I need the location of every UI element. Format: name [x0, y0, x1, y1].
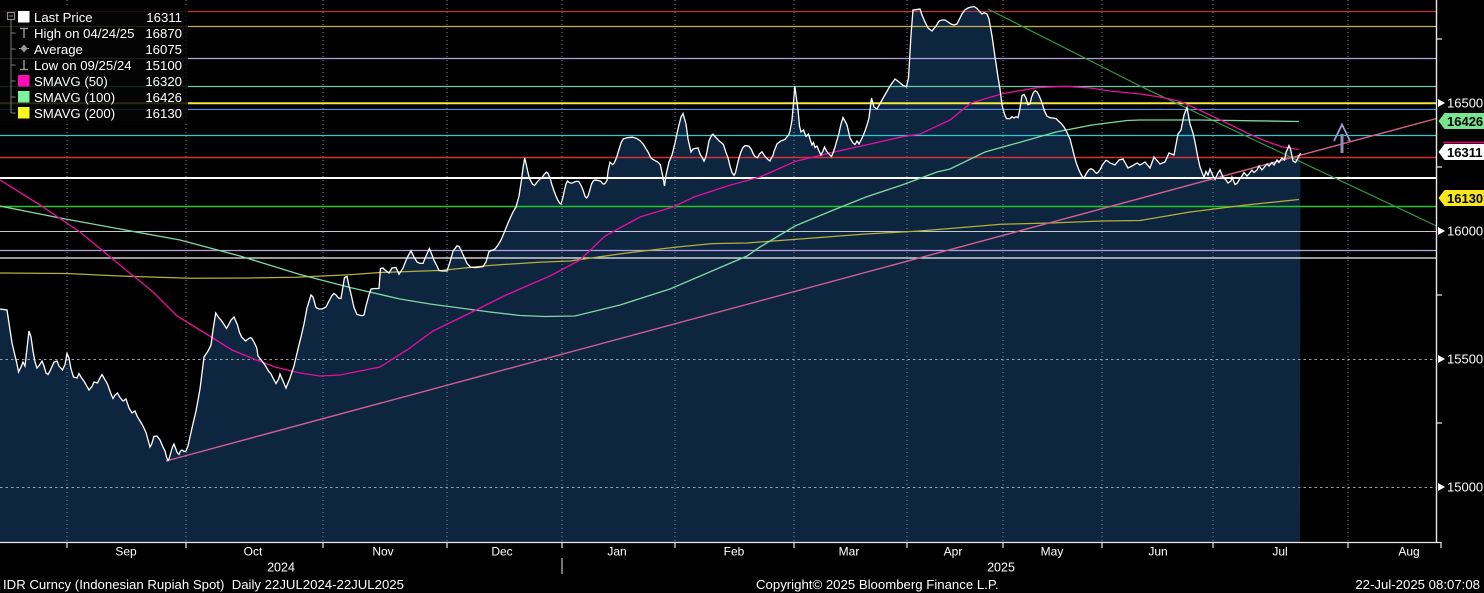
svg-text:Sep: Sep [115, 545, 137, 559]
svg-text:16130: 16130 [1447, 191, 1483, 206]
svg-text:16426: 16426 [145, 90, 182, 105]
svg-text:High on 04/24/25: High on 04/24/25 [34, 26, 134, 41]
svg-text:16130: 16130 [145, 106, 182, 121]
svg-text:16000: 16000 [1447, 224, 1483, 239]
svg-text:16320: 16320 [145, 74, 182, 89]
svg-text:Jul: Jul [1272, 545, 1287, 559]
svg-text:Copyright© 2025 Bloomberg Fina: Copyright© 2025 Bloomberg Finance L.P. [756, 577, 999, 592]
svg-text:16311: 16311 [1447, 145, 1482, 160]
svg-text:15000: 15000 [1447, 480, 1483, 495]
svg-text:Low on 09/25/24: Low on 09/25/24 [34, 58, 132, 73]
svg-text:IDR Curncy (Indonesian Rupiah: IDR Curncy (Indonesian Rupiah Spot) Dail… [3, 577, 404, 592]
svg-text:Jun: Jun [1148, 545, 1167, 559]
svg-text:2025: 2025 [987, 561, 1015, 575]
svg-text:May: May [1041, 545, 1064, 559]
svg-text:16870: 16870 [145, 26, 182, 41]
svg-text:Aug: Aug [1398, 545, 1419, 559]
svg-text:Average: Average [34, 42, 83, 57]
svg-text:Apr: Apr [944, 545, 963, 559]
svg-text:15100: 15100 [145, 58, 182, 73]
svg-text:Oct: Oct [244, 545, 263, 559]
svg-text:SMAVG (50): SMAVG (50) [34, 74, 108, 89]
svg-text:Dec: Dec [491, 545, 512, 559]
svg-text:Feb: Feb [724, 545, 745, 559]
svg-text:16311: 16311 [146, 10, 182, 25]
svg-text:Nov: Nov [372, 545, 393, 559]
svg-text:22-Jul-2025 08:07:08: 22-Jul-2025 08:07:08 [1355, 577, 1480, 592]
svg-text:Last Price: Last Price [34, 10, 93, 25]
svg-text:16075: 16075 [145, 42, 182, 57]
svg-text:SMAVG (100): SMAVG (100) [34, 90, 115, 105]
svg-text:16426: 16426 [1447, 114, 1483, 129]
svg-text:15500: 15500 [1447, 352, 1483, 367]
svg-text:Jan: Jan [607, 545, 626, 559]
svg-text:2024: 2024 [267, 561, 295, 575]
svg-text:SMAVG (200): SMAVG (200) [34, 106, 115, 121]
svg-text:16500: 16500 [1447, 96, 1483, 111]
svg-text:Mar: Mar [839, 545, 860, 559]
